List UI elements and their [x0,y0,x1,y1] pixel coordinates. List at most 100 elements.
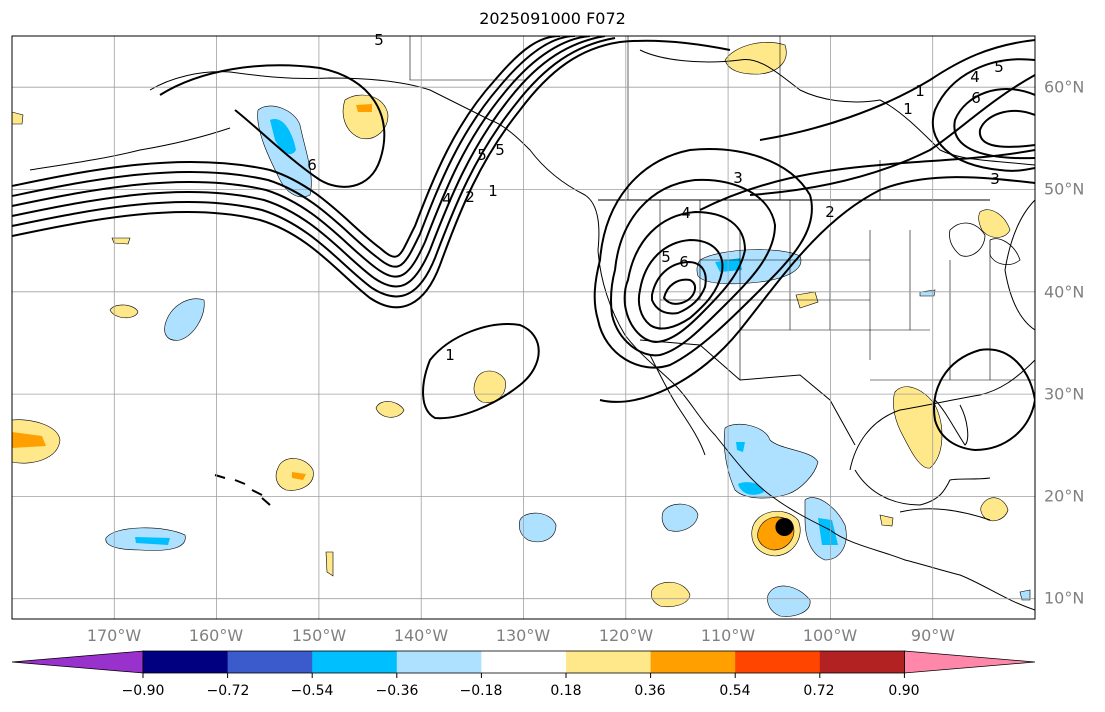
contour-east-2 [699,149,1035,211]
contour-label: 5 [661,248,671,266]
lat-label: 50°N [1044,179,1085,199]
contour-label: 5 [477,146,487,164]
colorbar-extend-max [904,650,1036,674]
colorbar-tick-label: −0.18 [459,683,503,699]
contour-jet-6 [12,36,561,258]
contour-east-1 [599,176,1035,403]
florida [934,399,969,446]
map-frame [11,35,1036,620]
shade-blue-gulf-mex-core [818,518,838,545]
coast-aleutians [29,127,231,171]
shade-yellow-caribbean [980,497,1009,522]
shade-yellow-pacific2 [375,401,405,418]
contour-label: 4 [970,68,980,86]
shade-orange-gulf [356,104,372,112]
coast-newengland [1004,199,1035,331]
contour-label: 5 [374,31,384,49]
colorbar [11,650,1036,678]
coast-alaska [149,71,600,251]
shade-yellow-nw-corner [12,111,24,125]
colorbar-tick-label: −0.90 [121,683,165,699]
colorbar-tick-label: −0.36 [375,683,419,699]
shade-orange-hawaii [292,472,306,480]
border-us-mexico [639,339,856,446]
contours [12,36,1035,452]
lat-label: 10°N [1044,588,1085,608]
cuba [899,508,991,521]
shade-yellow-small2 [109,304,139,319]
colorbar-segment [819,651,905,673]
shade-yellow-cuba [879,514,894,527]
shade-yellow-pacific5 [650,582,691,607]
shade-blue-mexico [723,424,819,499]
lon-label: 100°W [802,626,858,645]
contour-west-low-3 [623,210,747,344]
coast-yucatan [854,469,991,506]
colorbar-segment [396,651,482,673]
coast-gulf [849,359,1035,471]
shade-blue-pacific3 [518,512,557,543]
contour-label: 1 [915,82,925,100]
lat-label: 40°N [1044,282,1085,302]
contour-label: 6 [971,89,981,107]
contour-west-low-2 [610,178,777,357]
shade-yellow-greatlakes [978,209,1011,238]
lon-label: 160°W [188,626,244,645]
contour-jet-2 [12,37,616,298]
coast-westcoast [597,249,1035,611]
contour-label: 1 [903,100,913,118]
colorbar-segment [143,651,229,673]
contour-alaska-loop [159,64,386,188]
shade-yellow-small1 [111,237,131,245]
lon-label: 120°W [598,626,654,645]
lon-label: 140°W [393,626,449,645]
contour-jet-1 [12,39,731,309]
shade-yellow-hudson [724,42,787,75]
shade-yellow-pacific3 [325,551,334,577]
contour-pacific-1 [422,323,540,420]
shade-blue-pacific1 [164,298,205,341]
lon-label: 110°W [700,626,756,645]
contour-label: 2 [465,188,475,206]
lon-label: 170°W [86,626,142,645]
contour-label: 3 [990,170,1000,188]
contour-label: 1 [488,182,498,200]
contour-east-3 [749,74,1035,196]
colorbar-segment [735,651,821,673]
hawaii-islands [214,474,271,506]
shade-blue-mexico-core2 [736,442,745,452]
contour-label: 4 [442,190,452,208]
shade-blue-alaska-core [270,119,296,155]
shade-blue-pacific4 [661,503,699,532]
colorbar-segment [227,651,313,673]
colorbar-segment [566,651,652,673]
contour-jet-5 [12,36,576,268]
colorbar-tick-label: −0.54 [290,683,334,699]
colorbar-tick-label: 0.72 [803,683,835,699]
lat-label: 30°N [1044,384,1085,404]
colorbar-tick-label: 0.90 [888,683,920,699]
colorbar-segment [481,651,567,673]
contour-east-4 [759,39,1035,141]
colorbar-segment [312,651,398,673]
contour-label: 6 [307,156,317,174]
gridlines [12,36,1035,619]
colorbar-tick-label: 0.36 [634,683,666,699]
contour-west-low-5 [651,260,707,315]
contour-southeast [933,348,1035,452]
contour-west-low-1 [593,148,813,369]
map-title: 2025091000 F072 [479,9,626,28]
contour-label: 5 [495,141,505,159]
coast-baja [649,354,706,456]
lon-label: 90°W [910,626,956,645]
lon-label: 130°W [495,626,551,645]
shade-orange-west-edge [12,432,46,448]
colorbar-tick-label: −0.72 [206,683,250,699]
storm-center-marker [775,518,794,536]
colorbar-tick-label: 0.18 [550,683,582,699]
contour-ne-loop-2 [978,110,1035,148]
contour-label: 2 [825,203,835,221]
coast-hudson [639,49,1035,166]
colorbar-extend-min [11,650,144,674]
contour-west-low-6 [662,278,696,305]
